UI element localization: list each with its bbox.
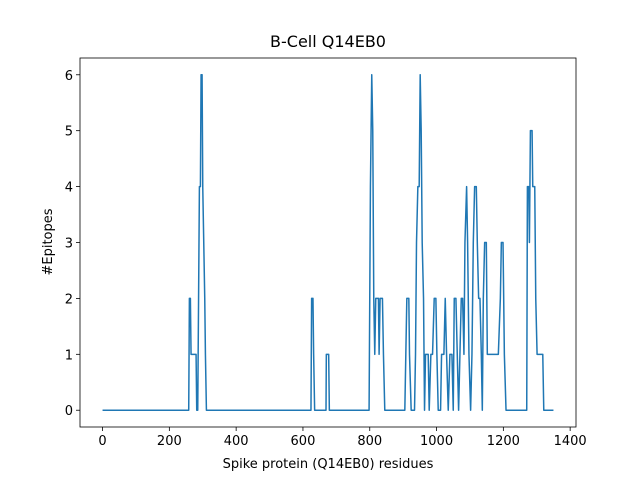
y-tick-label: 0	[65, 404, 73, 419]
y-tick-label: 1	[65, 348, 73, 363]
x-tick-label: 1400	[554, 434, 587, 449]
y-tick-label: 6	[65, 69, 73, 84]
chart-title: B-Cell Q14EB0	[270, 32, 386, 51]
x-tick-label: 0	[98, 434, 106, 449]
x-tick-label: 600	[291, 434, 316, 449]
x-tick-label: 1000	[420, 434, 453, 449]
y-tick-label: 3	[65, 237, 73, 252]
x-axis-label: Spike protein (Q14EB0) residues	[223, 457, 434, 472]
y-tick-label: 5	[65, 125, 73, 140]
x-tick-label: 1200	[487, 434, 520, 449]
plot-frame	[79, 57, 577, 428]
x-tick-label: 400	[224, 434, 249, 449]
y-tick-label: 2	[65, 292, 73, 307]
y-axis-label: #Epitopes	[41, 208, 56, 275]
x-tick-label: 800	[357, 434, 382, 449]
data-line	[102, 74, 554, 411]
x-tick-label: 200	[157, 434, 182, 449]
y-tick-label: 4	[65, 181, 73, 196]
